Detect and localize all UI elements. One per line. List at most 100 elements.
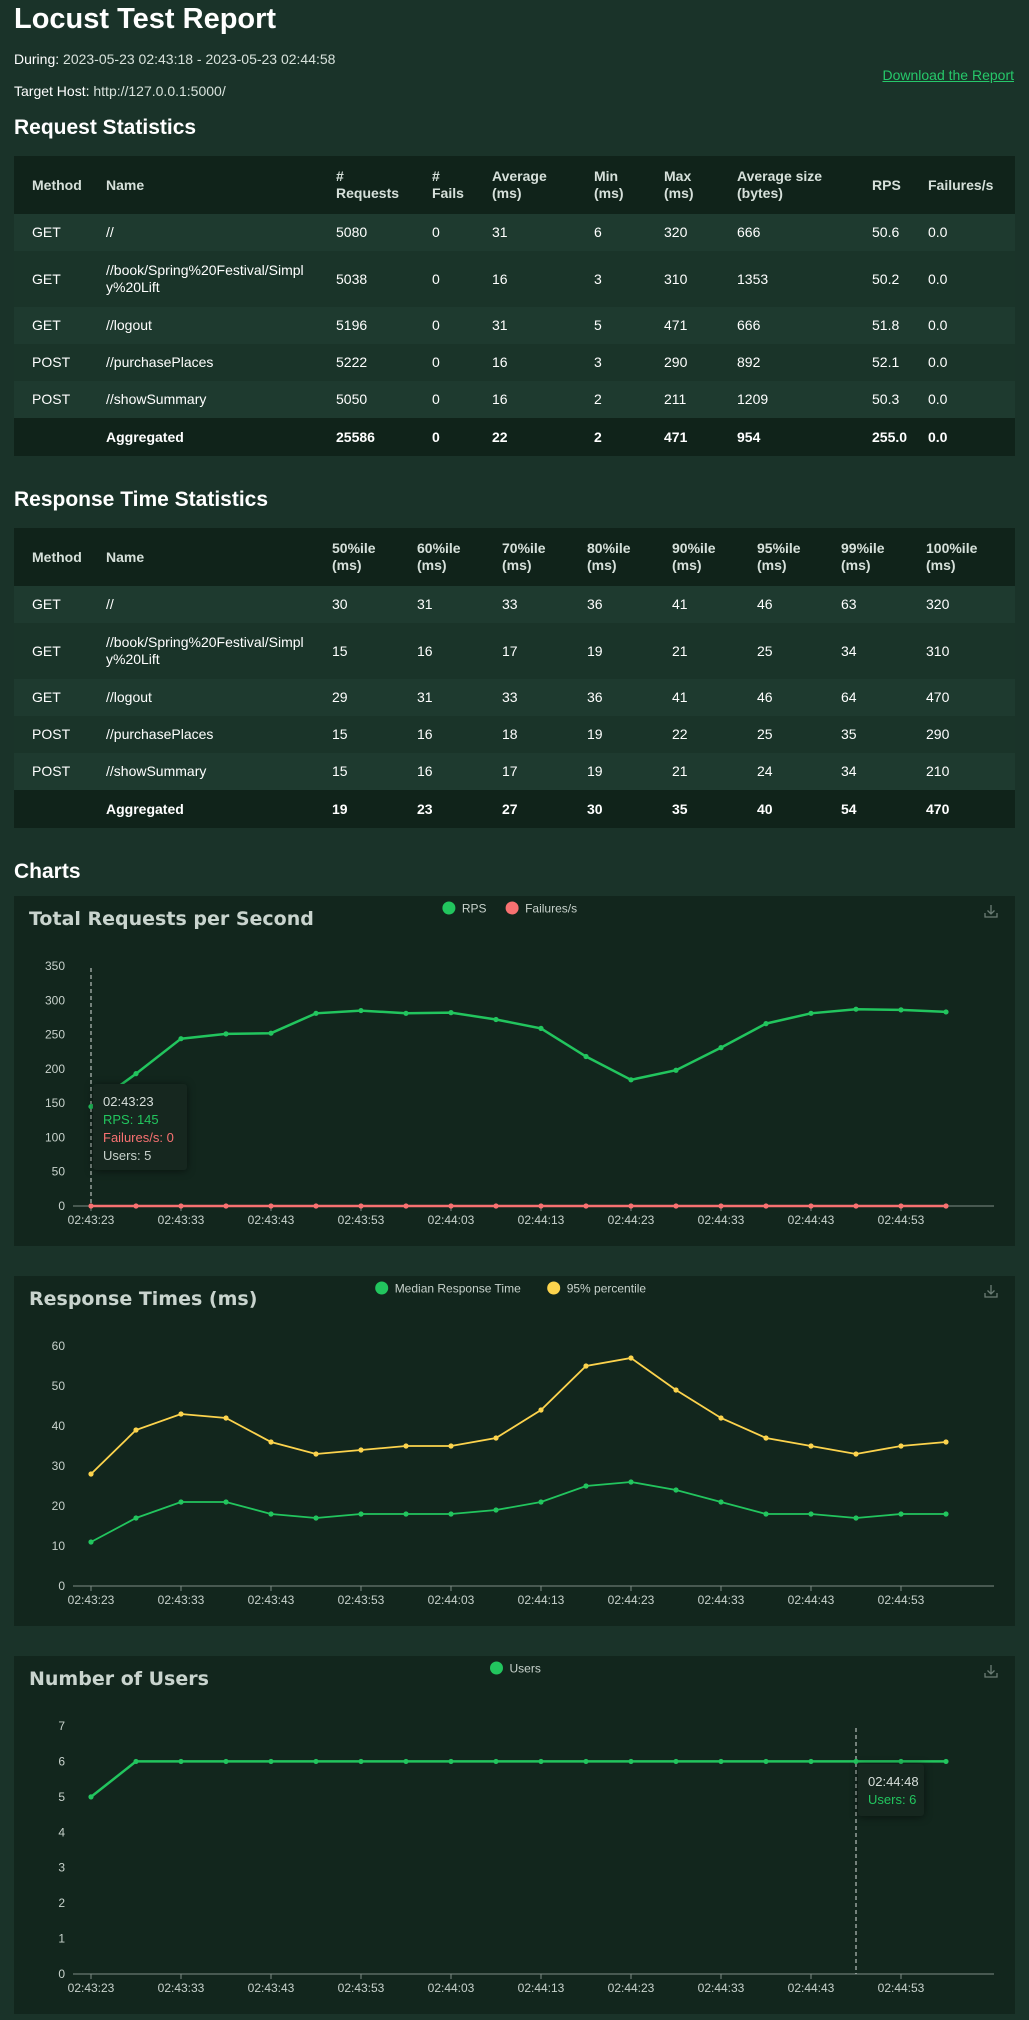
x-tick-label: 02:43:43 — [248, 1981, 295, 1995]
tooltip-line: Users: 5 — [103, 1148, 151, 1163]
y-tick-label: 30 — [52, 1459, 66, 1473]
data-point — [538, 1758, 544, 1765]
table-cell: 290 — [646, 344, 719, 381]
x-tick-label: 02:44:03 — [428, 1981, 475, 1995]
y-tick-label: 3 — [58, 1861, 65, 1875]
aggregated-cell: 23 — [399, 790, 484, 828]
table-row: POST//showSummary 5050 0 16 2 211 1209 50.3 0.0 — [14, 381, 1015, 418]
table-cell: GET — [14, 679, 88, 716]
data-point — [628, 1479, 634, 1485]
download-report-link[interactable]: Download the Report — [882, 67, 1014, 83]
data-point — [88, 1471, 94, 1477]
aggregated-cell: 27 — [484, 790, 569, 828]
data-point — [898, 1758, 904, 1765]
data-point — [133, 1758, 139, 1765]
rt-header-cell: 95%ile (ms) — [739, 528, 823, 586]
rt-header-cell: 99%ile (ms) — [823, 528, 908, 586]
data-point — [718, 1203, 724, 1209]
data-point — [178, 1758, 184, 1765]
table-cell: 50.6 — [854, 214, 910, 251]
data-point — [673, 1203, 679, 1209]
table-cell: 19 — [569, 623, 654, 679]
data-point — [583, 1483, 589, 1489]
table-cell: 17 — [484, 753, 569, 790]
tooltip-time: 02:44:48 — [868, 1774, 919, 1789]
aggregated-cell — [14, 790, 88, 828]
legend-label: Failures/s — [525, 902, 577, 916]
chart-title: Total Requests per Second — [29, 908, 314, 930]
y-tick-label: 6 — [58, 1754, 65, 1768]
download-icon — [984, 905, 998, 918]
download-icon — [984, 1285, 998, 1298]
aggregated-cell: 40 — [739, 790, 823, 828]
table-cell: 290 — [908, 716, 1015, 753]
data-point — [403, 1511, 409, 1517]
users-chart: Number of Users Users 0 1 2 3 4 5 6 7 02:43:23 02:4… — [14, 1656, 1015, 2014]
legend-label: Median Response Time — [395, 1282, 521, 1296]
chart-title: Response Times (ms) — [29, 1288, 258, 1310]
x-tick-label: 02:43:33 — [158, 1213, 205, 1227]
table-cell: 29 — [314, 679, 399, 716]
data-point — [718, 1045, 724, 1051]
rs-header-cell: Method — [14, 156, 88, 214]
table-cell: 471 — [646, 307, 719, 344]
rt-header-cell: 80%ile (ms) — [569, 528, 654, 586]
table-cell-name: //showSummary — [88, 381, 318, 418]
table-cell: 41 — [654, 586, 739, 623]
data-point — [808, 1758, 814, 1765]
aggregated-cell: 0 — [414, 418, 474, 456]
data-point — [88, 1539, 94, 1545]
rs-header-cell: # Requests — [318, 156, 414, 214]
aggregated-row: Aggregated 25586 0 22 2 471 954 255.0 0.0 — [14, 418, 1015, 456]
data-point — [763, 1511, 769, 1517]
data-point — [763, 1758, 769, 1765]
table-cell: 16 — [474, 251, 576, 307]
table-cell: 16 — [399, 623, 484, 679]
table-cell-name: //showSummary — [88, 753, 314, 790]
data-point — [763, 1203, 769, 1209]
table-cell: 33 — [484, 679, 569, 716]
data-point — [943, 1758, 949, 1765]
table-row: GET//30 31 33 36 41 46 63 320 — [14, 586, 1015, 623]
data-point — [178, 1411, 184, 1417]
target-host-line: Target Host: http://127.0.0.1:5000/ — [14, 82, 1015, 100]
table-cell: 16 — [399, 753, 484, 790]
table-cell: 50.2 — [854, 251, 910, 307]
data-point — [178, 1499, 184, 1505]
table-cell: 666 — [719, 307, 854, 344]
table-cell: POST — [14, 381, 88, 418]
legend-marker — [505, 901, 519, 915]
response-times-chart: Response Times (ms) Median Response Time 9… — [14, 1276, 1015, 1626]
x-tick-label: 02:44:03 — [428, 1213, 475, 1227]
y-tick-label: 40 — [52, 1419, 66, 1433]
table-cell: GET — [14, 586, 88, 623]
data-point — [673, 1487, 679, 1493]
x-tick-label: 02:43:43 — [248, 1213, 295, 1227]
data-point — [583, 1053, 589, 1060]
data-point — [898, 1007, 904, 1013]
aggregated-cell: 471 — [646, 418, 719, 456]
data-point — [943, 1511, 949, 1517]
table-row: GET//logout 29 31 33 36 41 46 64 470 — [14, 679, 1015, 716]
table-row: POST//purchasePlaces 5222 0 16 3 290 892 52.1 0.… — [14, 344, 1015, 381]
legend-label: RPS — [462, 902, 487, 916]
table-cell: 5038 — [318, 251, 414, 307]
download-icon — [984, 1665, 998, 1678]
x-tick-label: 02:43:33 — [158, 1593, 205, 1607]
x-tick-label: 02:43:23 — [68, 1593, 115, 1607]
x-tick-label: 02:43:23 — [68, 1213, 115, 1227]
aggregated-cell: 35 — [654, 790, 739, 828]
table-cell: 22 — [654, 716, 739, 753]
response-time-stats-title: Response Time Statistics — [14, 488, 269, 511]
table-row: GET//book/Spring%20Festival/Simply%20Lif… — [14, 251, 1015, 307]
data-point — [223, 1758, 229, 1765]
data-point — [448, 1758, 454, 1765]
data-point — [808, 1203, 814, 1209]
data-point — [628, 1758, 634, 1765]
table-cell: 19 — [569, 753, 654, 790]
request-stats-title: Request Statistics — [14, 116, 197, 139]
table-cell: 211 — [646, 381, 719, 418]
data-point — [538, 1203, 544, 1209]
x-tick-label: 02:43:33 — [158, 1981, 205, 1995]
table-cell: 320 — [646, 214, 719, 251]
